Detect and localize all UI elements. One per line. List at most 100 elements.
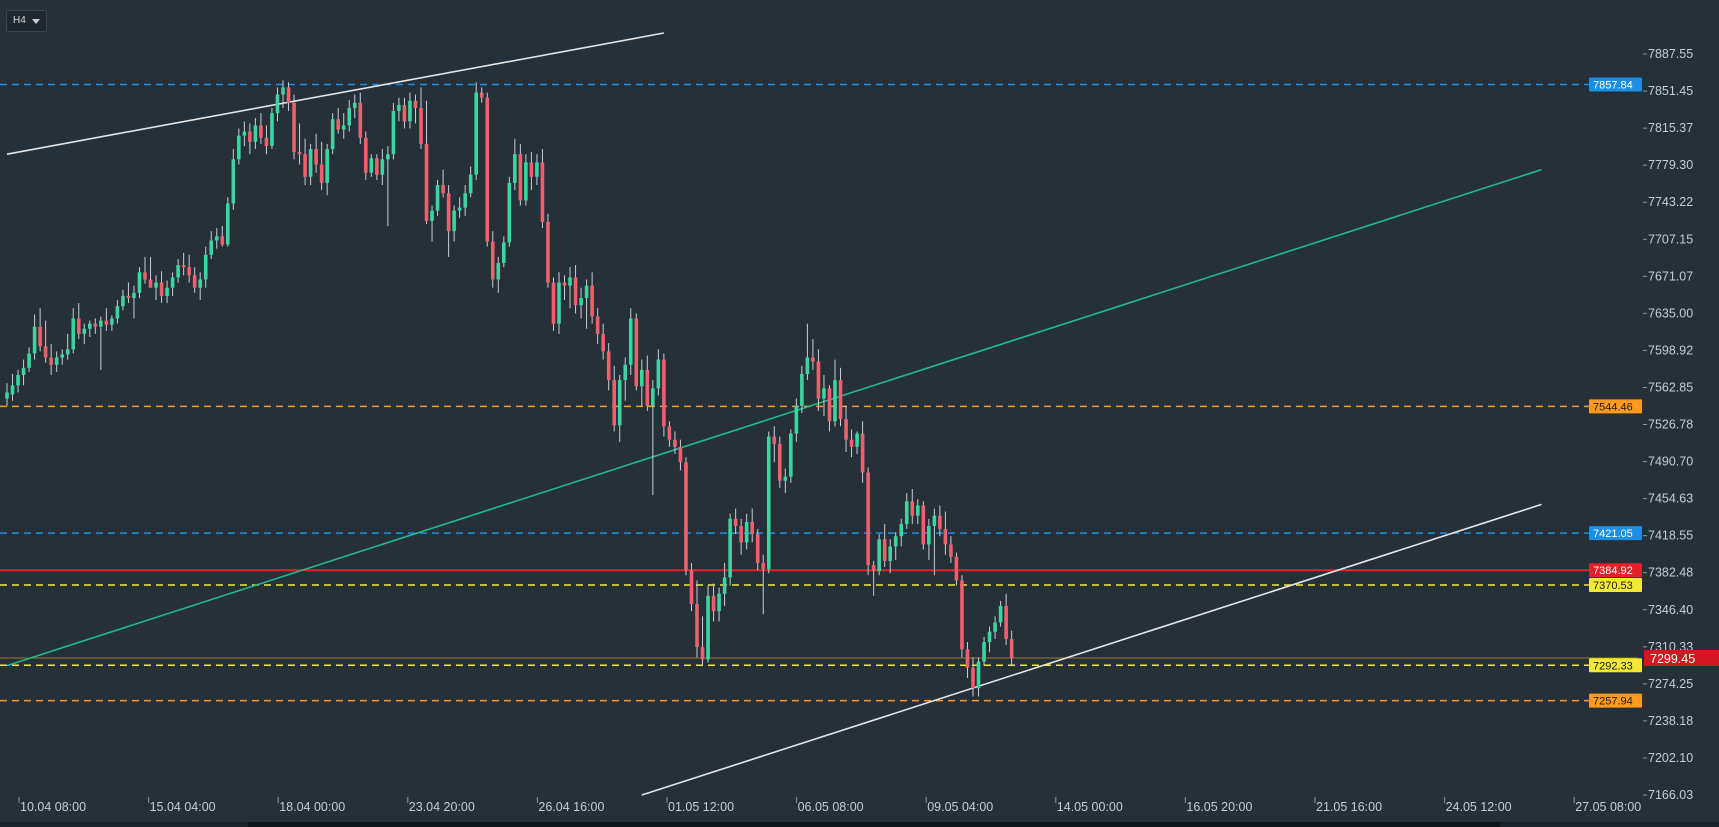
candle xyxy=(468,166,473,198)
candle-body xyxy=(507,182,512,243)
candle xyxy=(772,426,777,463)
candle-body xyxy=(640,369,644,387)
timeframe-selector[interactable]: H4 xyxy=(6,10,47,32)
candle-body xyxy=(154,282,158,288)
candle xyxy=(181,252,186,276)
candle-body xyxy=(590,285,594,317)
price-axis-background xyxy=(1638,0,1719,822)
candle-body xyxy=(557,282,561,324)
candle xyxy=(137,267,142,298)
candle-body xyxy=(237,135,241,160)
candle xyxy=(165,280,169,304)
candle xyxy=(678,439,683,471)
candle xyxy=(866,467,870,576)
candle xyxy=(226,197,230,247)
candle xyxy=(938,505,942,537)
candle xyxy=(375,154,379,180)
candle xyxy=(126,282,131,304)
candle-body xyxy=(943,529,948,545)
candle-body xyxy=(739,525,743,543)
candle-body xyxy=(5,392,9,399)
candle xyxy=(336,107,340,134)
candle xyxy=(921,501,926,550)
candle-body xyxy=(711,595,716,612)
bottom-strip-segment xyxy=(0,822,248,827)
candle xyxy=(838,367,843,427)
candle-body xyxy=(882,539,887,561)
price-tick-label: 7562.85 xyxy=(1648,380,1693,394)
candle-body xyxy=(965,649,970,668)
candle-body xyxy=(888,546,892,561)
candle-body xyxy=(286,87,291,103)
candle xyxy=(888,539,892,574)
candle-body xyxy=(822,388,826,399)
time-tick-label: 18.04 00:00 xyxy=(279,800,345,814)
candle-body xyxy=(21,367,26,375)
candle xyxy=(761,554,766,615)
candle-body xyxy=(982,642,986,662)
candle-body xyxy=(855,433,859,447)
candle-body xyxy=(314,149,318,165)
candle-body xyxy=(187,267,191,276)
price-tick-label: 7166.03 xyxy=(1648,788,1693,802)
candle xyxy=(237,128,241,165)
candle xyxy=(154,275,158,301)
price-tick-label: 7779.30 xyxy=(1648,158,1693,172)
candle xyxy=(645,355,650,411)
candle xyxy=(413,94,418,124)
candle xyxy=(667,421,672,447)
candle xyxy=(275,87,280,122)
candle-body xyxy=(264,137,269,146)
time-axis[interactable]: 10.04 08:00 15.04 04:00 18.04 00:00 23.04 2… xyxy=(18,797,1641,814)
candle xyxy=(402,97,407,129)
candle xyxy=(590,272,594,324)
candle xyxy=(121,289,125,311)
time-tick-label: 10.04 08:00 xyxy=(20,800,86,814)
candle xyxy=(408,92,412,129)
candle-body xyxy=(485,97,490,242)
candle xyxy=(220,226,225,247)
candle-body xyxy=(783,476,788,481)
candle-body xyxy=(386,154,390,160)
price-tick-label: 7490.70 xyxy=(1648,455,1693,469)
candle-body xyxy=(259,125,263,138)
candle xyxy=(16,369,20,393)
candle xyxy=(1009,630,1014,666)
bottom-strip xyxy=(0,822,1719,827)
candle-body xyxy=(667,426,672,440)
candle-body xyxy=(816,361,821,399)
candle xyxy=(513,138,517,191)
candle-body xyxy=(176,265,180,278)
candle-body xyxy=(706,595,710,660)
candle-body xyxy=(1009,638,1014,659)
candle xyxy=(711,583,716,622)
candle xyxy=(568,267,572,309)
candle xyxy=(5,383,9,406)
candle-body xyxy=(54,357,59,365)
candle-body xyxy=(126,295,131,298)
candle-body xyxy=(656,359,661,389)
candle xyxy=(673,431,677,455)
candle-body xyxy=(413,100,418,108)
candle xyxy=(231,149,236,210)
candle xyxy=(766,431,771,574)
candle-body xyxy=(341,125,346,130)
candle xyxy=(689,562,694,612)
candle-body xyxy=(827,388,832,422)
candle-body xyxy=(634,318,639,387)
candle-body xyxy=(65,349,70,355)
time-tick-label: 16.05 20:00 xyxy=(1186,800,1252,814)
candle xyxy=(369,154,374,177)
candle xyxy=(364,131,368,180)
price-axis[interactable]: 7887.55 7851.45 7815.37 7779.30 7743.22 7707.… xyxy=(1638,0,1719,822)
candle xyxy=(325,143,329,196)
candle xyxy=(132,285,136,319)
candle xyxy=(270,107,274,150)
candle-body xyxy=(76,318,81,334)
candle-body xyxy=(927,525,931,545)
candle xyxy=(358,92,363,144)
trend-line xyxy=(6,32,665,155)
candle-body xyxy=(441,184,445,194)
